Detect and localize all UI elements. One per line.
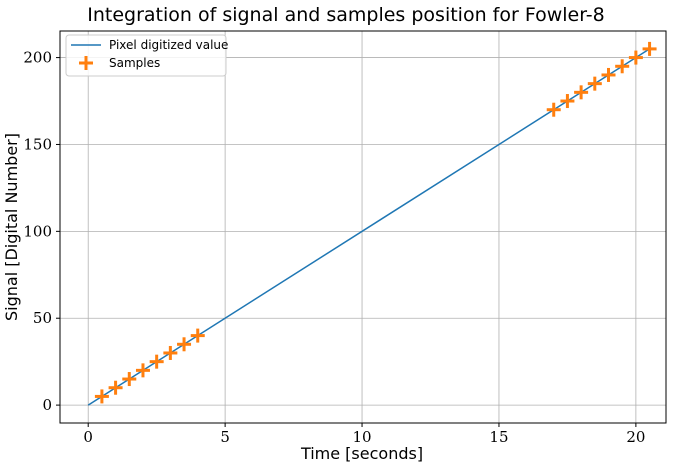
y-axis-label: Signal [Digital Number] xyxy=(2,133,21,321)
x-tick-label: 20 xyxy=(626,428,645,446)
sample-point xyxy=(190,328,205,343)
sample-point xyxy=(628,50,643,65)
sample-point xyxy=(546,102,561,117)
legend-box xyxy=(65,34,227,77)
sample-point xyxy=(574,85,589,100)
x-tick-label: 10 xyxy=(352,428,371,446)
sample-point xyxy=(642,41,657,56)
sample-point xyxy=(615,59,630,74)
plot-frame xyxy=(59,30,667,424)
y-tick-label: 200 xyxy=(23,49,52,67)
sample-point xyxy=(149,354,164,369)
y-tick-label: 100 xyxy=(23,222,52,240)
legend: Pixel digitized value Samples xyxy=(65,34,228,77)
x-tick-label: 5 xyxy=(220,428,230,446)
sample-point xyxy=(94,389,109,404)
y-tick-label: 50 xyxy=(33,309,52,327)
legend-samples-swatch xyxy=(79,56,93,70)
y-tick-label: 0 xyxy=(42,396,52,414)
x-tick-label: 15 xyxy=(489,428,508,446)
y-tick-label: 150 xyxy=(23,135,52,153)
grid xyxy=(60,31,666,423)
sample-point xyxy=(601,67,616,82)
sample-point xyxy=(163,345,178,360)
x-axis-label: Time [seconds] xyxy=(300,444,423,463)
sample-point xyxy=(135,363,150,378)
legend-line-label: Pixel digitized value xyxy=(109,38,228,52)
sample-point xyxy=(108,380,123,395)
plot-area xyxy=(87,41,657,406)
sample-point xyxy=(560,94,575,109)
sample-point xyxy=(122,372,137,387)
chart-title: Integration of signal and samples positi… xyxy=(87,4,605,26)
x-tick-label: 0 xyxy=(83,428,93,446)
legend-samples-label: Samples xyxy=(109,56,160,70)
sample-point xyxy=(177,337,192,352)
sample-point xyxy=(587,76,602,91)
